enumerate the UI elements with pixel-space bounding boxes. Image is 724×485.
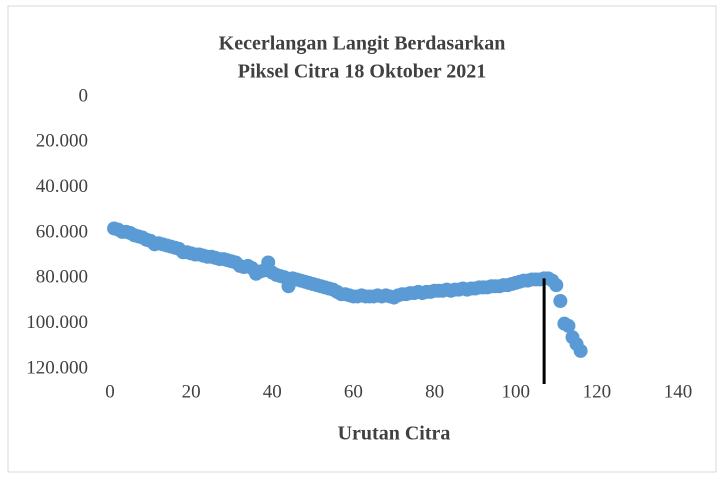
y-tick-label: 40.000 (36, 176, 88, 197)
y-tick-label: 0 (79, 85, 89, 106)
y-tick-label: 120.000 (26, 357, 88, 378)
x-tick-label: 120 (583, 381, 612, 402)
y-tick-label: 60.000 (36, 221, 88, 242)
x-tick-label: 100 (501, 381, 530, 402)
x-tick-label: 20 (182, 381, 201, 402)
chart-title: Kecerlangan Langit Berdasarkan (219, 33, 506, 55)
point (549, 278, 564, 293)
x-axis-title: Urutan Citra (338, 423, 451, 445)
x-tick-label: 0 (105, 381, 115, 402)
x-tick-label: 80 (425, 381, 444, 402)
x-tick-label: 140 (664, 381, 693, 402)
chart-border (7, 5, 717, 473)
x-tick-label: 40 (263, 381, 282, 402)
point (561, 318, 576, 333)
x-tick-label: 60 (344, 381, 363, 402)
y-tick-label: 20.000 (36, 131, 88, 152)
point (553, 294, 568, 308)
y-tick-label: 80.000 (36, 267, 88, 288)
y-tick-label: 100.000 (26, 312, 88, 333)
chart-title: Piksel Citra 18 Oktober 2021 (238, 61, 487, 83)
point (573, 343, 588, 358)
